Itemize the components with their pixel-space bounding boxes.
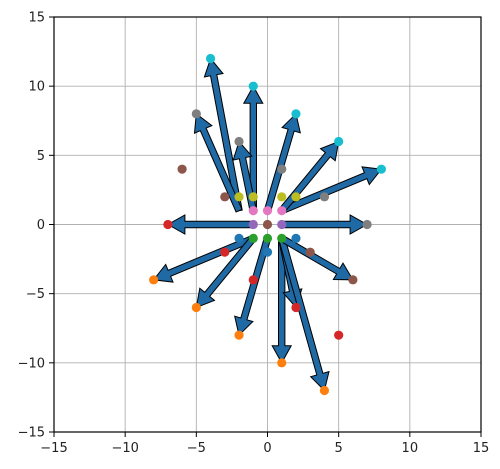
y-tick-label: 0 xyxy=(37,218,45,233)
quiver-arrow xyxy=(166,214,254,235)
scatter-point xyxy=(262,219,273,230)
scatter-point xyxy=(319,385,330,396)
scatter-point xyxy=(334,136,344,147)
scatter-point xyxy=(291,233,301,243)
scatter-point xyxy=(277,206,287,216)
scatter-point xyxy=(348,275,358,285)
scatter-point xyxy=(234,136,244,147)
scatter-point xyxy=(191,302,201,313)
quiver-arrow xyxy=(279,166,383,215)
x-tick-label: −5 xyxy=(187,441,206,456)
points xyxy=(149,53,386,396)
scatter-point xyxy=(149,275,159,285)
scatter-point xyxy=(362,219,372,230)
quiver-arrow xyxy=(278,236,330,392)
scatter-point xyxy=(277,192,287,202)
x-tick-label: −15 xyxy=(40,441,67,456)
x-tick-label: 10 xyxy=(402,441,419,456)
x-tick-label: 0 xyxy=(263,441,271,456)
y-tick-label: 10 xyxy=(28,80,45,95)
x-tick-label: 15 xyxy=(473,441,490,456)
scatter-point xyxy=(277,233,287,243)
scatter-point xyxy=(262,247,273,257)
y-tick-label: −15 xyxy=(18,426,45,441)
scatter-point xyxy=(291,302,301,313)
scatter-point xyxy=(277,164,287,174)
arrows xyxy=(152,57,383,392)
scatter-point xyxy=(248,192,258,202)
x-tick-label: 5 xyxy=(335,441,343,456)
scatter-point xyxy=(334,330,344,340)
scatter-point xyxy=(234,192,244,202)
x-tick-label: −10 xyxy=(111,441,138,456)
scatter-point xyxy=(163,219,173,230)
scatter-point xyxy=(177,164,187,174)
y-tick-label: 5 xyxy=(37,149,45,164)
scatter-point xyxy=(248,206,258,216)
scatter-point xyxy=(220,247,230,257)
scatter-point xyxy=(376,164,386,174)
scatter-point xyxy=(191,109,201,119)
scatter-point xyxy=(262,206,273,216)
scatter-point xyxy=(262,233,273,243)
scatter-point xyxy=(291,192,301,202)
scatter-point xyxy=(220,192,230,202)
quiver-arrow xyxy=(203,57,243,212)
quiver-arrow xyxy=(281,214,369,235)
scatter-point xyxy=(277,358,287,368)
y-tick-label: −5 xyxy=(26,287,45,302)
quiver-arrow xyxy=(195,235,257,309)
quiver-arrow xyxy=(193,112,243,213)
scatter-point xyxy=(248,275,258,285)
quiver-arrow xyxy=(152,234,256,283)
quiver-arrow xyxy=(263,112,301,213)
y-tick-label: −10 xyxy=(18,356,45,371)
scatter-point xyxy=(248,219,258,230)
scatter-point xyxy=(305,247,315,257)
scatter-point xyxy=(291,109,301,119)
scatter-point xyxy=(248,81,258,91)
y-tick-label: 15 xyxy=(28,11,45,26)
scatter-point xyxy=(277,219,287,230)
ticks: −15 −10 −5 0 5 10 15 −15 −10 −5 0 5 10 15 xyxy=(18,11,490,457)
scatter-point xyxy=(234,330,244,340)
scatter-point xyxy=(234,233,244,243)
scatter-point xyxy=(319,192,330,202)
scatter-point xyxy=(248,233,258,243)
scatter-point xyxy=(205,53,216,64)
